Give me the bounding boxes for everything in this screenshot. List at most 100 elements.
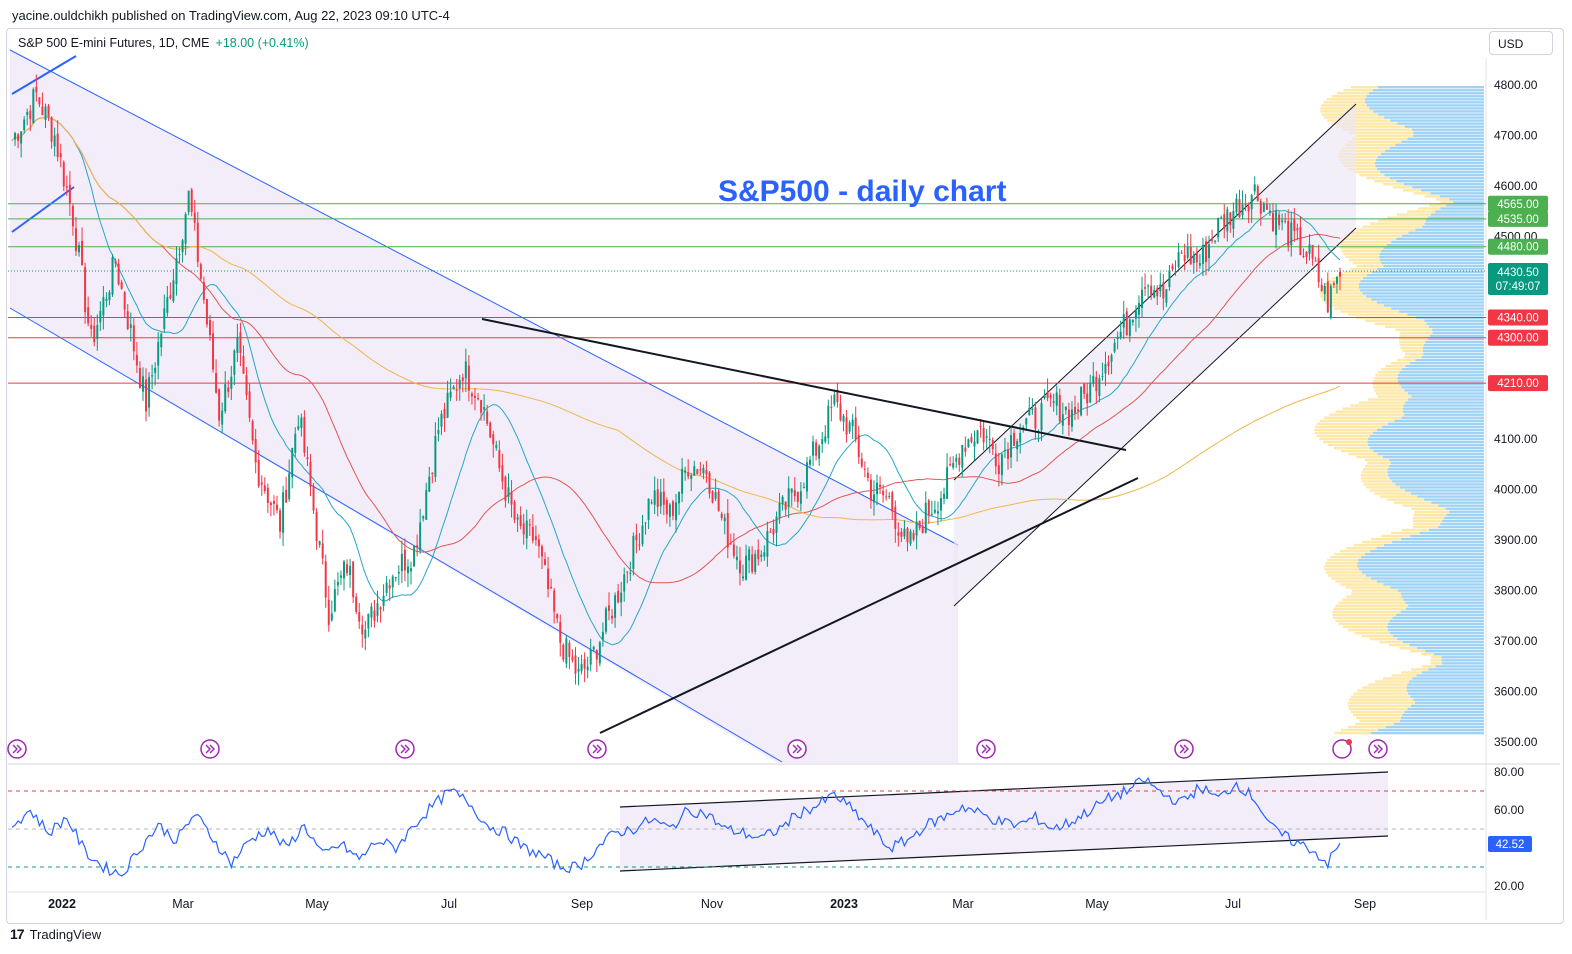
volume-profile-bar-up — [1365, 574, 1484, 577]
volume-profile-bar-up — [1387, 628, 1484, 632]
volume-profile-bar-down — [1353, 713, 1403, 717]
volume-profile-bar-down — [1361, 471, 1388, 474]
candle-body — [550, 586, 553, 589]
time-tick-label: Mar — [172, 897, 194, 911]
earnings-event-icon — [1332, 739, 1352, 759]
candle-body — [1244, 204, 1247, 206]
volume-profile-bar-down — [1383, 183, 1404, 186]
candle-body — [1308, 244, 1311, 254]
candle-body — [248, 391, 251, 418]
candle-body — [915, 521, 918, 536]
candle-body — [522, 523, 525, 535]
volume-profile-bar-up — [1357, 565, 1484, 568]
candle-body — [367, 613, 370, 629]
candle-body — [343, 561, 345, 579]
candle-body — [726, 512, 729, 548]
candle-body — [166, 297, 169, 313]
volume-profile-bar-down — [1430, 659, 1442, 662]
volume-profile-bar-up — [1435, 665, 1484, 668]
candle-body — [1007, 449, 1009, 459]
volume-profile-bar-up — [1377, 167, 1484, 171]
volume-profile-bar-up — [1377, 428, 1484, 432]
volume-profile-bar-down — [1413, 516, 1445, 519]
candle-body — [473, 395, 476, 398]
candle-body — [477, 398, 480, 400]
symbol-legend[interactable]: S&P 500 E-mini Futures, 1D, CME +18.00 (+… — [18, 36, 309, 50]
volume-profile-bar-down — [1325, 562, 1358, 565]
volume-profile-bar-up — [1439, 195, 1484, 198]
volume-profile-bar-up — [1387, 625, 1484, 629]
volume-profile-bar-up — [1397, 380, 1484, 383]
volume-profile-bar-up — [1412, 677, 1484, 680]
volume-profile-bar-down — [1341, 161, 1376, 165]
candle-body — [629, 572, 632, 574]
volume-profile-bar-down — [1368, 398, 1408, 401]
volume-profile-bar-down — [1360, 477, 1390, 480]
candle-body — [617, 590, 620, 603]
level-label-bg — [1488, 309, 1548, 326]
volume-profile-bar-up — [1405, 401, 1484, 404]
candle-body — [1165, 289, 1168, 303]
candle-body — [53, 135, 56, 147]
level-label: 4480.00 — [1497, 242, 1539, 254]
volume-profile-bar-down — [1381, 368, 1402, 371]
volume-profile-bar-up — [1370, 549, 1484, 553]
volume-profile-bar-down — [1353, 692, 1409, 695]
candle-body — [114, 260, 117, 264]
volume-profile-bar-down — [1319, 295, 1367, 298]
candle-body — [285, 489, 288, 503]
candle-body — [282, 492, 285, 533]
candle-body — [1262, 203, 1265, 212]
volume-profile-bar-down — [1319, 289, 1361, 292]
chart-title: S&P500 - daily chart — [718, 175, 1006, 208]
volume-profile-bar-down — [1346, 546, 1377, 550]
level-label-bg — [1488, 375, 1548, 392]
candle-body — [141, 376, 144, 392]
currency-button[interactable]: USD — [1489, 31, 1553, 55]
price-axis[interactable]: 4800.004700.004600.004500.004100.004000.… — [1494, 78, 1538, 749]
candle-body — [723, 517, 726, 522]
candle-body — [333, 589, 336, 612]
candle-body — [872, 494, 875, 503]
candle-body — [1043, 395, 1046, 399]
candle-body — [1220, 217, 1223, 219]
volume-profile-bar-up — [1415, 701, 1484, 704]
volume-profile-bar-up — [1378, 113, 1484, 116]
volume-profile-bar-up — [1384, 116, 1484, 119]
time-axis[interactable]: 2022 Mar May Jul Sep Nov 2023 Mar May Jul Sep — [48, 897, 1376, 911]
volume-profile-bar-up — [1424, 498, 1484, 501]
price-tick-label: 3900.00 — [1494, 533, 1538, 547]
volume-profile-bar-down — [1400, 346, 1423, 350]
volume-profile-bar-up — [1381, 261, 1484, 265]
volume-profile-bar-up — [1383, 304, 1484, 307]
volume-profile-bar-up — [1396, 180, 1484, 183]
volume-profile-bar-down — [1373, 386, 1402, 389]
volume-profile-bar-up — [1366, 95, 1484, 98]
volume-profile-bar-down — [1334, 307, 1392, 310]
volume-profile-bar-down — [1399, 340, 1426, 344]
volume-profile-bar-down — [1342, 128, 1413, 131]
volume-profile-bar-down — [1404, 352, 1424, 356]
candle-body — [882, 490, 885, 496]
volume-profile-bar-down — [1346, 234, 1403, 237]
volume-profile-bar-up — [1376, 580, 1484, 583]
candle-body — [681, 468, 684, 494]
volume-profile-bar-down — [1362, 225, 1423, 228]
volume-profile-bar-down — [1324, 568, 1360, 571]
volume-profile-bar-up — [1405, 607, 1484, 610]
candle-body — [1317, 258, 1320, 283]
candle-body — [288, 473, 291, 500]
volume-profile-bar-up — [1366, 274, 1484, 277]
candle-body — [738, 560, 741, 574]
candle-body — [1332, 283, 1335, 285]
candle-body — [132, 325, 135, 352]
candle-body — [1137, 302, 1140, 315]
candle-body — [577, 668, 580, 672]
candle-body — [1305, 251, 1308, 257]
candle-body — [202, 282, 205, 300]
volume-profile-bar-down — [1372, 383, 1400, 386]
bar-countdown: 07:49:07 — [1496, 281, 1541, 293]
volume-profile-bar-up — [1429, 334, 1484, 338]
